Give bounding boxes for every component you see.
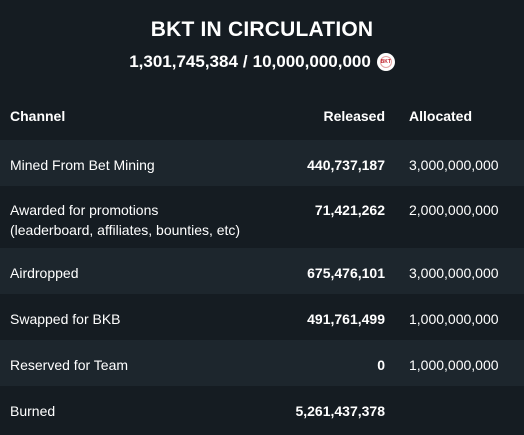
channel-name: Swapped for BKB: [10, 311, 121, 327]
allocated-cell: 3,000,000,000: [396, 140, 524, 186]
allocated-cell: 1,000,000,000: [396, 294, 524, 340]
released-cell: 71,421,262: [290, 186, 396, 248]
allocated-cell: 1,000,000,000: [396, 340, 524, 386]
table-row: Swapped for BKB 491,761,499 1,000,000,00…: [0, 294, 524, 340]
channel-cell: Burned: [0, 386, 290, 432]
column-header-allocated: Allocated: [396, 92, 524, 140]
table-row: Reserved for Team 0 1,000,000,000: [0, 340, 524, 386]
panel-header: BKT IN CIRCULATION 1,301,745,384 / 10,00…: [0, 0, 524, 92]
allocated-cell: 3,000,000,000: [396, 248, 524, 294]
table-row: Airdropped 675,476,101 3,000,000,000: [0, 248, 524, 294]
bkt-coin-icon: BKT: [376, 53, 395, 71]
channel-name: Airdropped: [10, 265, 79, 281]
channel-cell: Mined From Bet Mining: [0, 140, 290, 186]
column-header-released: Released: [290, 92, 396, 140]
allocated-cell: [396, 386, 524, 432]
released-cell: 440,737,187: [290, 140, 396, 186]
distribution-table: Channel Released Allocated Mined From Be…: [0, 92, 524, 432]
total-supply: 10,000,000,000: [252, 52, 371, 71]
channel-cell: Airdropped: [0, 248, 290, 294]
circulating-amount: 1,301,745,384: [129, 52, 238, 71]
channel-name: Burned: [10, 403, 56, 419]
table-header-row: Channel Released Allocated: [0, 92, 524, 140]
table-row: Mined From Bet Mining 440,737,187 3,000,…: [0, 140, 524, 186]
released-cell: 0: [290, 340, 396, 386]
channel-cell: Reserved for Team: [0, 340, 290, 386]
channel-name: Reserved for Team: [10, 357, 129, 373]
table-row: Burned 5,261,437,378: [0, 386, 524, 432]
channel-cell: Awarded for promotions (leaderboard, aff…: [0, 186, 290, 248]
channel-name: Mined From Bet Mining: [10, 157, 155, 173]
supply-separator: /: [242, 52, 248, 71]
channel-detail: (leaderboard, affiliates, bounties, etc): [10, 222, 241, 238]
allocated-cell: 2,000,000,000: [396, 186, 524, 248]
column-header-channel: Channel: [0, 92, 290, 140]
table-row: Awarded for promotions (leaderboard, aff…: [0, 186, 524, 248]
channel-cell: Swapped for BKB: [0, 294, 290, 340]
released-cell: 5,261,437,378: [290, 386, 396, 432]
circulation-summary: 1,301,745,384 / 10,000,000,000 BKT: [0, 51, 524, 73]
released-cell: 491,761,499: [290, 294, 396, 340]
coin-label: BKT: [380, 59, 391, 65]
panel-title: BKT IN CIRCULATION: [150, 18, 374, 41]
channel-name: Awarded for promotions: [10, 202, 159, 218]
released-cell: 675,476,101: [290, 248, 396, 294]
